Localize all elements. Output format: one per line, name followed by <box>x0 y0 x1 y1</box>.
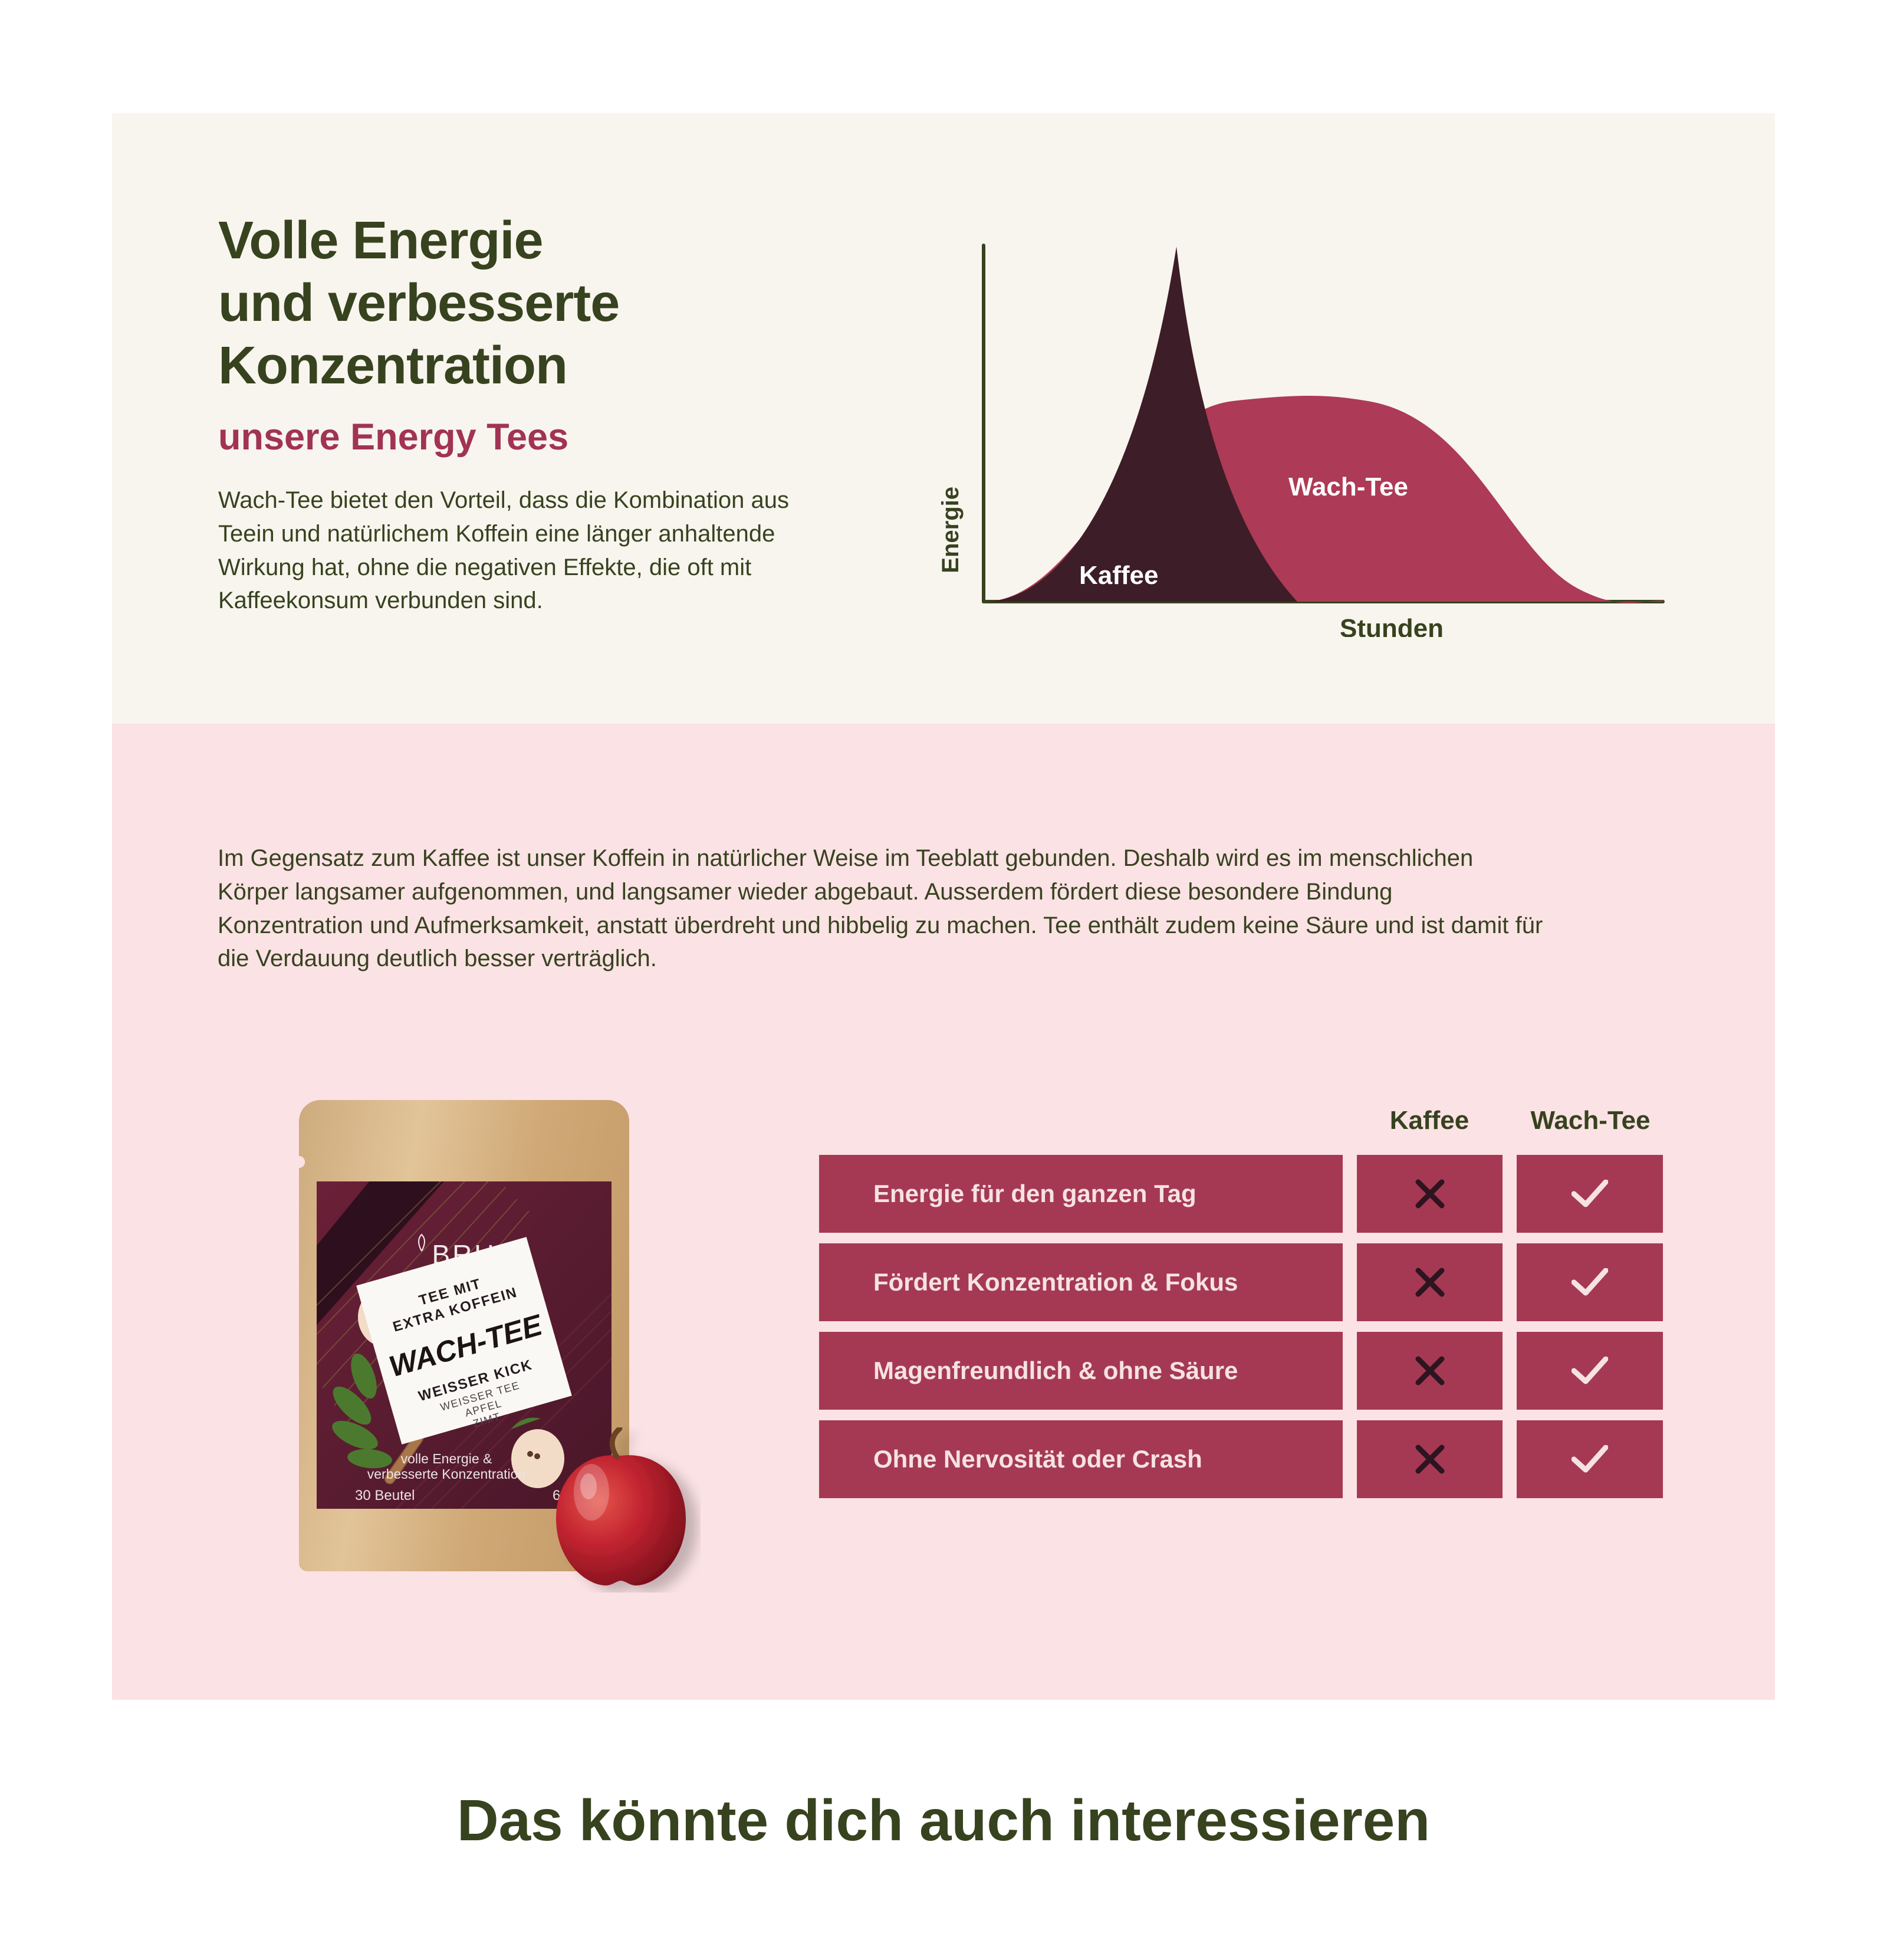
svg-text:Wach-Tee: Wach-Tee <box>1288 472 1408 501</box>
svg-text:Stunden: Stunden <box>1340 614 1444 637</box>
svg-text:30 Beutel: 30 Beutel <box>355 1488 415 1503</box>
svg-text:Kaffee: Kaffee <box>1079 561 1159 590</box>
svg-text:volle Energie &: volle Energie & <box>401 1451 492 1466</box>
svg-text:verbesserte Konzentration: verbesserte Konzentration <box>367 1466 526 1482</box>
